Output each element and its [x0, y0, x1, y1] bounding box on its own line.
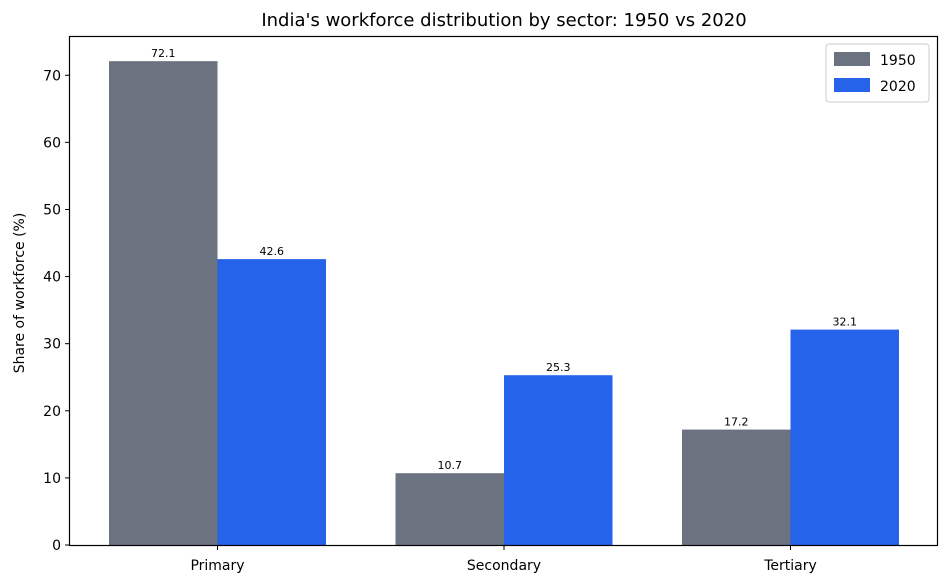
- data-label-primary-2020: 42.6: [260, 245, 285, 258]
- plot-frame: [68, 35, 939, 547]
- bars-group: 72.1 42.6 10.7 25.3 17.2 32.1: [109, 47, 899, 546]
- y-axis-label: Share of workforce (%): [12, 213, 28, 374]
- y-tick-label: 30: [43, 337, 61, 353]
- legend: 1950 2020: [825, 43, 930, 103]
- data-label-secondary-2020: 25.3: [546, 361, 571, 374]
- x-tick-label-primary: Primary: [190, 558, 244, 574]
- y-tick-label: 70: [43, 68, 61, 84]
- bar-secondary-2020: [504, 375, 613, 545]
- x-axis: Primary Secondary Tertiary: [190, 545, 817, 574]
- y-tick-label: 60: [43, 135, 61, 151]
- y-tick-label: 0: [52, 538, 61, 554]
- data-label-tertiary-1950: 17.2: [724, 416, 749, 429]
- y-tick-label: 50: [43, 202, 61, 218]
- y-tick-label: 10: [43, 471, 61, 487]
- bar-tertiary-1950: [682, 429, 791, 545]
- legend-swatch-1950: [834, 52, 870, 66]
- y-tick-label: 40: [43, 270, 61, 286]
- data-label-primary-1950: 72.1: [151, 47, 176, 60]
- data-label-tertiary-2020: 32.1: [833, 316, 858, 329]
- y-axis: 0 10 20 30 40 50 60 70: [43, 68, 70, 554]
- x-tick-label-secondary: Secondary: [467, 558, 541, 574]
- bar-primary-2020: [217, 259, 326, 545]
- bar-secondary-1950: [395, 473, 504, 545]
- legend-swatch-2020: [834, 78, 870, 92]
- legend-label-2020: 2020: [880, 79, 916, 95]
- bar-primary-1950: [109, 61, 218, 546]
- legend-label-1950: 1950: [880, 53, 916, 69]
- y-tick-label: 20: [43, 404, 61, 420]
- data-label-secondary-1950: 10.7: [438, 459, 463, 472]
- x-tick-label-tertiary: Tertiary: [763, 558, 817, 574]
- chart-title: India's workforce distribution by sector…: [261, 10, 746, 31]
- bar-tertiary-2020: [790, 329, 899, 545]
